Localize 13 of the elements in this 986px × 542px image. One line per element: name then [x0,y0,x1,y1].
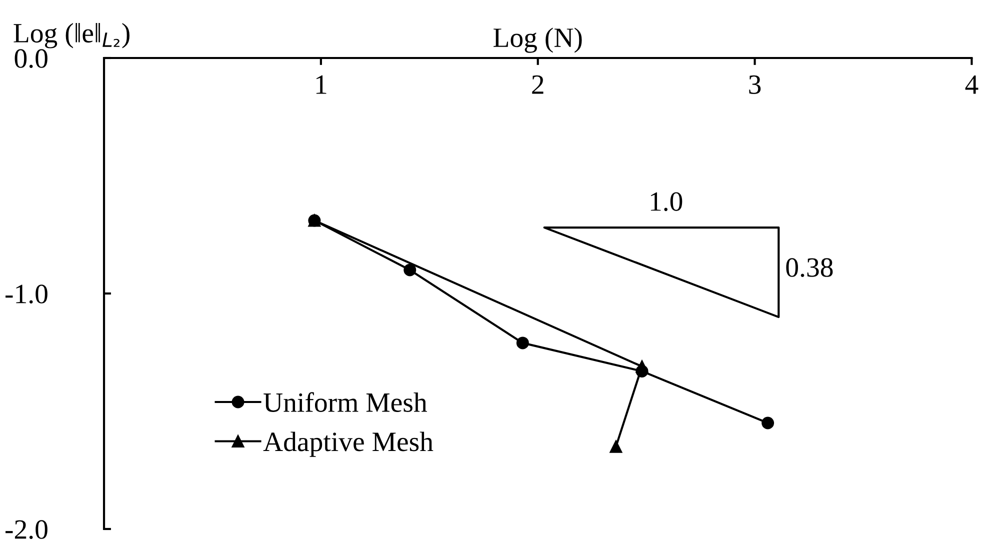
y-axis-title: Log (‖e‖$_{L₂}$) [14,23,130,48]
annotation: 0.38 [786,258,833,278]
x-tick-label: 4 [965,75,978,94]
x-tick-label: 2 [532,75,544,94]
y-tick-label: -2.0 [6,520,48,540]
y-tick-label: 0.0 [14,49,48,68]
legend-label: Adaptive Mesh [263,432,434,457]
x-tick-label: 3 [749,75,761,94]
legend-label: Uniform Mesh [264,392,427,412]
annotation: 1.0 [650,192,682,212]
y-tick-label: -1.0 [6,284,48,304]
x-tick-label: 1 [316,75,326,94]
x-axis-title: Log (N) [494,28,582,53]
